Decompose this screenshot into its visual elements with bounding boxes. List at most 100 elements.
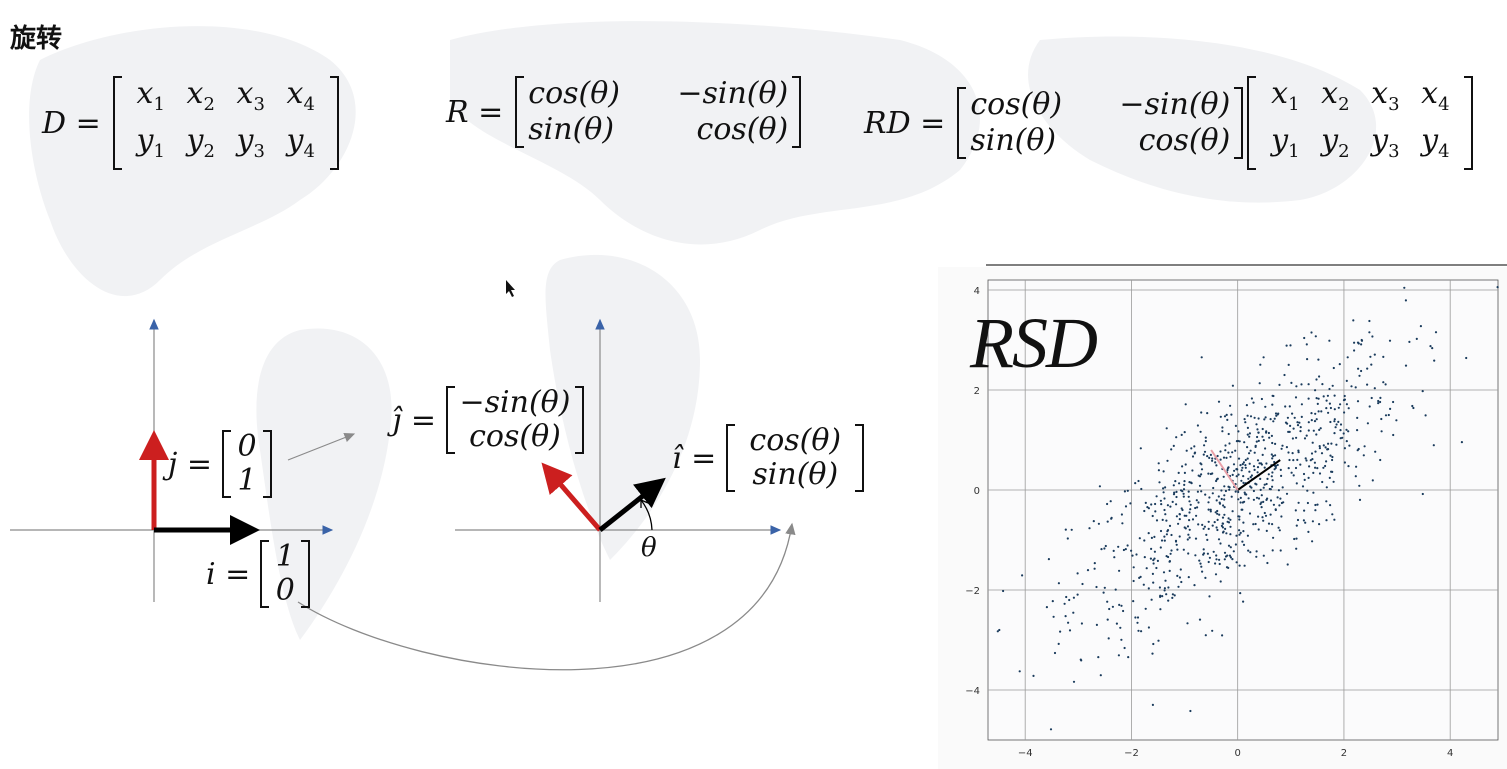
- matrix-cell: cos(θ): [528, 76, 620, 111]
- scatter-point: [1275, 414, 1278, 417]
- scatter-point: [1237, 490, 1240, 494]
- scatter-point: [1229, 556, 1232, 559]
- scatter-point: [1175, 515, 1178, 518]
- scatter-point: [1243, 441, 1246, 444]
- scatter-point: [1189, 508, 1192, 511]
- scatter-point: [1348, 444, 1351, 447]
- scatter-point: [1178, 482, 1181, 485]
- scatter-point: [1102, 591, 1105, 594]
- scatter-point: [1302, 472, 1306, 476]
- scatter-point: [1343, 394, 1346, 398]
- scatter-point: [1227, 451, 1230, 454]
- scatter-point: [1267, 473, 1270, 476]
- scatter-point: [1092, 520, 1095, 523]
- scatter-point: [1321, 383, 1324, 386]
- scatter-point: [1139, 575, 1142, 578]
- scatter-point: [1262, 519, 1265, 522]
- scatter-point: [1255, 550, 1258, 553]
- scatter-point: [1288, 405, 1291, 408]
- scatter-point: [1307, 397, 1310, 400]
- scatter-point: [1120, 638, 1123, 641]
- scatter-point: [1242, 530, 1245, 533]
- scatter-point: [1356, 416, 1359, 419]
- scatter-point: [1239, 501, 1242, 504]
- scatter-point: [1215, 464, 1218, 467]
- scatter-point: [1184, 463, 1187, 466]
- scatter-point: [1289, 344, 1292, 347]
- scatter-point: [1180, 433, 1183, 436]
- scatter-point: [1132, 566, 1135, 569]
- scatter-point: [1163, 508, 1166, 512]
- scatter-point: [1191, 469, 1194, 472]
- scatter-point: [1159, 608, 1162, 611]
- scatter-point: [1106, 618, 1109, 621]
- scatter-point: [1287, 430, 1290, 433]
- scatter-point: [1224, 489, 1227, 493]
- scatter-point: [1347, 465, 1350, 468]
- scatter-point: [1167, 586, 1170, 589]
- scatter-point: [1134, 482, 1137, 485]
- scatter-point: [1233, 469, 1236, 472]
- scatter-point: [1334, 426, 1337, 429]
- scatter-point: [1207, 472, 1210, 475]
- scatter-point: [1191, 455, 1195, 458]
- scatter-point: [1357, 367, 1360, 370]
- scatter-point: [1122, 609, 1125, 613]
- scatter-point: [1238, 518, 1241, 521]
- scatter-point: [996, 630, 999, 633]
- scatter-point: [1354, 475, 1357, 478]
- scatter-point: [1106, 600, 1109, 603]
- scatter-point: [1188, 536, 1191, 539]
- scatter-point: [1219, 580, 1222, 583]
- scatter-point: [1080, 622, 1083, 625]
- scatter-point: [1165, 427, 1168, 430]
- scatter-point: [1203, 525, 1206, 528]
- scatter-point: [1269, 513, 1272, 516]
- scatter-point: [1325, 407, 1328, 410]
- matrix-cell: y2: [186, 123, 215, 162]
- scatter-point: [1208, 496, 1211, 499]
- scatter-point: [1387, 413, 1390, 417]
- scatter-point: [1276, 496, 1279, 499]
- scatter-point: [1286, 416, 1289, 419]
- scatter-point: [1253, 416, 1256, 419]
- scatter-point: [1204, 493, 1207, 496]
- scatter-point: [1158, 586, 1161, 589]
- scatter-point: [1163, 539, 1166, 542]
- scatter-point: [1247, 549, 1250, 552]
- matrix-d: x1 x2 x3 x4 y1 y2 y3 y4: [112, 76, 339, 170]
- scatter-point: [1021, 574, 1024, 577]
- scatter-point: [1160, 539, 1164, 542]
- scatter-point: [1368, 319, 1371, 323]
- scatter-point: [1070, 528, 1073, 531]
- scatter-point: [1189, 709, 1192, 713]
- ihat-vector-label: î = cos(θ) sin(θ): [672, 424, 866, 492]
- j-label-text: j =: [168, 446, 212, 482]
- scatter-point: [1338, 363, 1341, 366]
- scatter-point: [1286, 563, 1289, 566]
- scatter-point: [1152, 581, 1155, 584]
- scatter-point: [1244, 458, 1247, 462]
- y-tick-label: 4: [974, 286, 980, 297]
- y-tick-label: −4: [965, 686, 980, 697]
- scatter-point: [1277, 526, 1280, 529]
- scatter-point: [1314, 503, 1317, 507]
- scatter-point: [1384, 383, 1387, 386]
- scatter-point: [1374, 450, 1377, 453]
- scatter-point: [1200, 490, 1203, 493]
- scatter-point: [1214, 461, 1217, 464]
- scatter-point: [1235, 561, 1238, 564]
- matrix-cell: y4: [286, 123, 315, 162]
- scatter-point: [1169, 552, 1172, 555]
- scatter-point: [1299, 463, 1302, 466]
- scatter-point: [1287, 467, 1290, 470]
- scatter-point: [1138, 537, 1141, 540]
- scatter-point: [1234, 543, 1237, 546]
- scatter-point: [1165, 555, 1168, 558]
- scatter-point: [1331, 455, 1334, 459]
- scatter-point: [1329, 504, 1332, 507]
- scatter-point: [1153, 535, 1156, 538]
- scatter-point: [1207, 501, 1210, 504]
- scatter-point: [1257, 528, 1260, 531]
- scatter-point: [1352, 319, 1355, 322]
